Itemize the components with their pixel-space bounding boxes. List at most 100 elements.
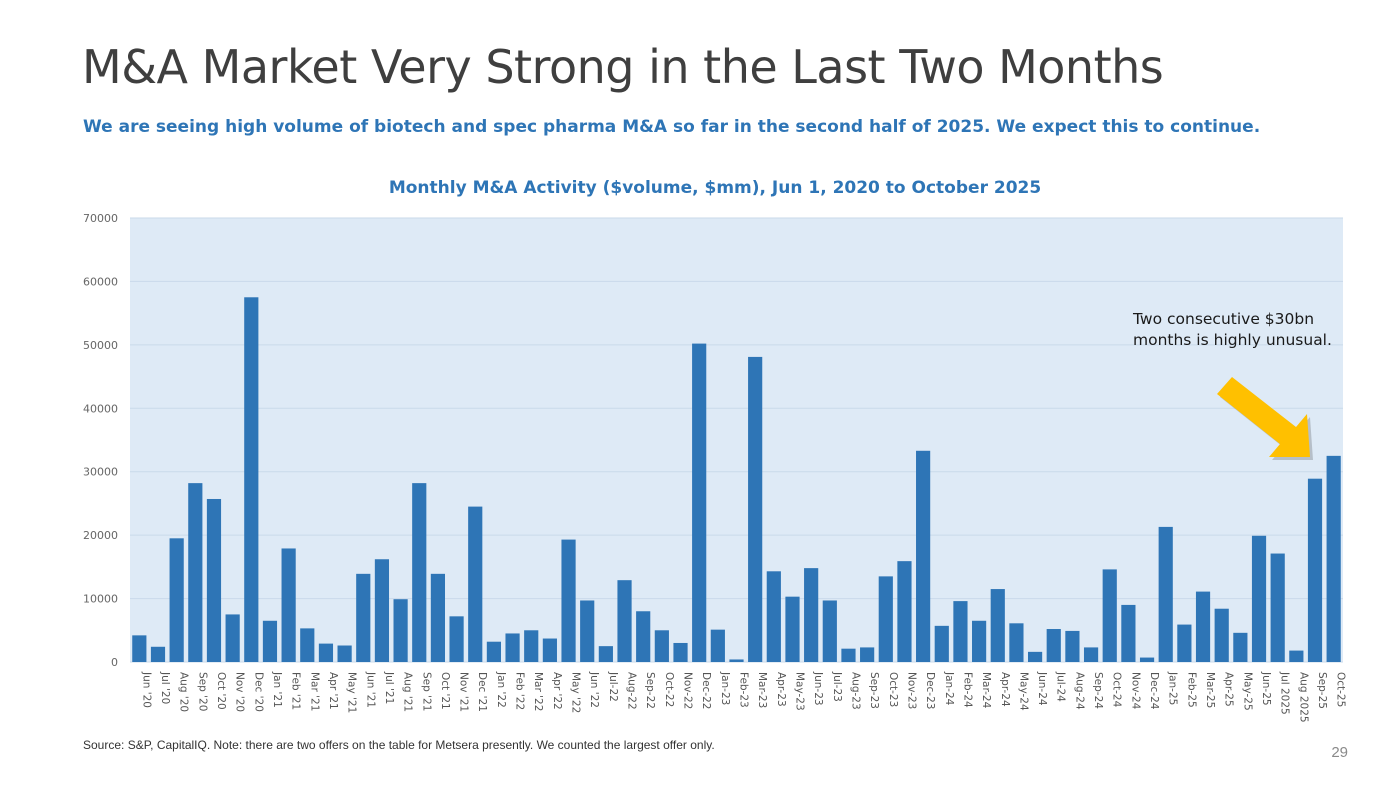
page-number: 29 — [1331, 744, 1348, 761]
bar — [337, 645, 352, 662]
x-tick-label: May-23 — [793, 672, 805, 711]
bar — [374, 559, 390, 662]
x-tick-label: Nov-22 — [682, 672, 694, 709]
bar — [505, 633, 520, 662]
bar — [710, 629, 725, 662]
bar — [1083, 647, 1099, 662]
bar — [412, 483, 427, 662]
y-tick-label: 40000 — [83, 402, 118, 415]
x-tick-label: Mar-25 — [1204, 672, 1216, 708]
bar — [1065, 630, 1080, 662]
plot-area — [130, 218, 1343, 662]
page-subtitle: We are seeing high volume of biotech and… — [83, 117, 1261, 137]
bar — [785, 596, 800, 662]
bar — [1233, 632, 1248, 662]
bar — [860, 647, 875, 662]
bar — [318, 643, 334, 662]
bar — [1009, 623, 1024, 662]
x-tick-label: Nov-23 — [905, 672, 917, 709]
bar — [953, 601, 968, 662]
x-tick-label: Sep '21 — [420, 672, 432, 711]
x-tick-label: Apr '22 — [551, 672, 563, 710]
x-tick-label: May '22 — [570, 672, 582, 713]
y-tick-label: 60000 — [83, 275, 118, 288]
x-tick-label: Mar-24 — [980, 672, 992, 709]
bar — [990, 589, 1005, 662]
bar — [692, 343, 707, 662]
bar — [934, 625, 949, 662]
chart-title: Monthly M&A Activity ($volume, $mm), Jun… — [388, 178, 1042, 198]
x-tick-label: Jun '21 — [364, 671, 376, 708]
x-tick-label: Jan-24 — [943, 671, 955, 706]
bar — [766, 571, 781, 662]
y-tick-label: 70000 — [83, 212, 118, 225]
bar — [468, 506, 483, 662]
x-tick-label: Jun-25 — [1260, 671, 1272, 706]
x-tick-label: Aug '20 — [178, 672, 190, 712]
x-axis: Jun '20 Jul '20 Aug '20 Sep '20 Oct '20 Nov '… — [140, 671, 1346, 723]
x-tick-label: Jul 2025 — [1279, 671, 1291, 715]
x-tick-label: Jan-23 — [719, 671, 731, 705]
bar — [1121, 604, 1136, 662]
bar — [654, 630, 669, 662]
x-tick-label: Nov-24 — [1129, 672, 1141, 710]
bar — [393, 599, 408, 662]
bar — [1177, 624, 1192, 662]
x-tick-label: Sep-25 — [1316, 672, 1328, 709]
bar — [561, 539, 576, 662]
x-tick-label: Jul '20 — [159, 671, 171, 704]
x-tick-label: Jul '21 — [383, 671, 395, 704]
x-tick-label: Oct-23 — [887, 672, 899, 707]
bar — [262, 620, 278, 662]
bar — [486, 641, 501, 662]
x-tick-label: Feb-23 — [738, 672, 750, 708]
bar — [617, 580, 632, 662]
x-tick-label: Dec-23 — [924, 672, 936, 709]
x-tick-label: Mar '22 — [532, 672, 544, 711]
x-tick-label: Dec '20 — [252, 672, 264, 712]
bar — [449, 616, 464, 662]
bar — [598, 646, 613, 662]
x-tick-label: May-25 — [1241, 672, 1253, 711]
callout-arrow-shape — [1217, 377, 1310, 457]
bar — [1195, 591, 1211, 662]
x-tick-label: Apr-25 — [1223, 672, 1235, 707]
x-tick-label: Sep-22 — [644, 672, 656, 709]
annotation-text: Two consecutive $30bn months is highly u… — [1133, 310, 1332, 349]
plot-background — [130, 218, 1343, 662]
x-tick-label: Jul-23 — [831, 671, 843, 702]
x-tick-label: Jan '21 — [271, 671, 283, 708]
bar — [1251, 535, 1267, 662]
y-tick-label: 10000 — [83, 593, 118, 606]
x-tick-label: May-24 — [1017, 672, 1029, 711]
bar — [580, 600, 595, 662]
x-tick-label: Jan '22 — [495, 671, 507, 708]
x-tick-label: Dec-22 — [700, 672, 712, 709]
bar — [673, 642, 688, 662]
x-tick-label: Feb '21 — [290, 672, 302, 710]
x-tick-label: Apr-24 — [999, 672, 1011, 707]
x-tick-label: Jun-24 — [1036, 671, 1048, 706]
x-tick-label: Dec '21 — [476, 672, 488, 712]
x-tick-label: May '21 — [346, 672, 358, 713]
y-tick-label: 30000 — [83, 466, 118, 479]
page-title: M&A Market Very Strong in the Last Two M… — [82, 40, 1164, 94]
x-tick-label: Aug-23 — [849, 672, 861, 710]
bar — [225, 614, 240, 662]
y-tick-label: 20000 — [83, 529, 118, 542]
bar — [1027, 651, 1043, 662]
bar — [356, 573, 371, 662]
bar — [878, 576, 893, 662]
bar — [1139, 657, 1155, 662]
bar — [822, 600, 837, 662]
bar — [300, 628, 315, 662]
x-tick-label: Aug-22 — [626, 672, 638, 710]
bar — [430, 573, 446, 662]
bar — [132, 635, 147, 662]
bar — [1046, 629, 1061, 662]
y-axis: 0 10000 20000 30000 40000 50000 60000 70000 — [83, 212, 118, 669]
x-tick-label: Jun-23 — [812, 671, 824, 706]
bar — [1307, 478, 1323, 662]
bar — [897, 561, 912, 662]
bar — [1214, 608, 1229, 662]
